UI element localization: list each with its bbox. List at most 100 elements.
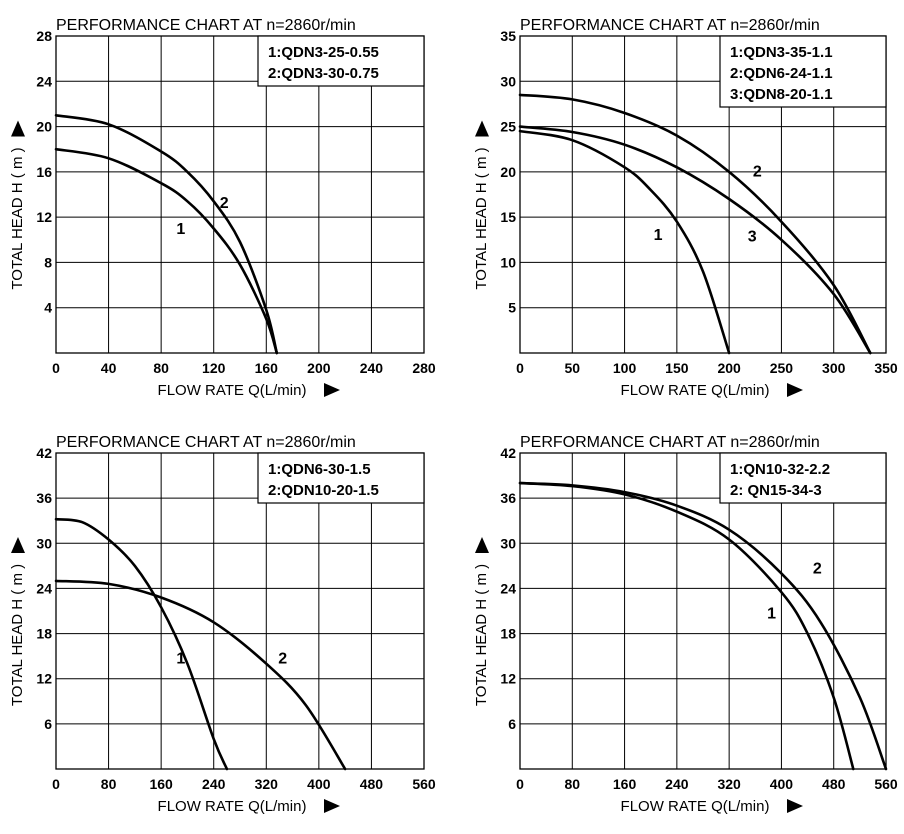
x-tick-label: 560 [874,776,898,792]
y-tick-label: 24 [500,580,516,596]
legend-box [257,35,425,87]
x-axis-arrow-icon [324,383,340,397]
y-tick-label: 18 [500,626,516,642]
x-tick-label: 80 [153,360,169,376]
chart-svg: PERFORMANCE CHART AT n=2860r/min 1:QDN3-3… [473,17,898,399]
x-tick-label: 150 [665,360,689,376]
y-tick-label: 20 [500,164,516,180]
x-tick-label: 0 [52,360,60,376]
x-tick-label: 560 [412,776,436,792]
legend-entry: 2:QDN6-24-1.1 [730,65,833,82]
y-tick-label: 36 [36,490,52,506]
y-tick-label: 24 [36,580,52,596]
x-axis-arrow-icon [787,383,803,397]
performance-curve-2 [54,114,279,355]
y-tick-label: 16 [36,164,52,180]
x-axis-label: FLOW RATE Q(L/min) [158,382,307,399]
chart-title: PERFORMANCE CHART AT n=2860r/min [56,434,356,451]
y-tick-label: 25 [500,119,516,135]
x-tick-label: 160 [613,776,637,792]
y-axis-label: TOTAL HEAD H ( m ) [9,564,26,706]
chart-svg: PERFORMANCE CHART AT n=2860r/min 1:QDN3-2… [9,17,436,399]
y-tick-label: 12 [500,671,516,687]
chart-title: PERFORMANCE CHART AT n=2860r/min [56,17,356,34]
curve-label: 2 [220,195,229,212]
y-tick-label: 10 [500,254,516,270]
y-axis-arrow-icon [11,120,25,137]
curve-label: 2 [753,163,762,180]
y-tick-label: 6 [44,716,52,732]
y-tick-label: 6 [508,716,516,732]
curve-label: 2 [813,560,822,577]
y-tick-label: 5 [508,300,516,316]
chart-title: PERFORMANCE CHART AT n=2860r/min [520,434,820,451]
y-axis-label: TOTAL HEAD H ( m ) [9,147,26,289]
curve-label: 1 [767,606,776,623]
x-axis-arrow-icon [324,799,340,813]
performance-curve-1 [518,129,731,355]
x-tick-label: 0 [52,776,60,792]
chart-svg: PERFORMANCE CHART AT n=2860r/min 1:QN10-3… [473,434,898,815]
legend-entry: 1:QDN3-35-1.1 [730,44,833,61]
x-tick-label: 320 [717,776,741,792]
x-tick-label: 350 [874,360,898,376]
y-axis-arrow-icon [475,120,489,137]
x-tick-label: 280 [412,360,436,376]
x-tick-label: 300 [822,360,846,376]
x-tick-label: 200 [717,360,741,376]
legend-entry: 1:QDN3-25-0.55 [268,44,379,61]
legend-box [257,452,425,504]
y-tick-label: 30 [36,535,52,551]
y-axis-arrow-icon [11,537,25,553]
x-tick-label: 480 [360,776,384,792]
x-tick-label: 160 [149,776,173,792]
plot-frame [519,452,887,770]
legend-entry: 3:QDN8-20-1.1 [730,86,833,103]
y-tick-label: 12 [36,209,52,225]
y-tick-label: 36 [500,490,516,506]
x-tick-label: 0 [516,360,524,376]
legend-entry: 1:QN10-32-2.2 [730,461,830,478]
curve-label: 1 [654,227,663,244]
x-tick-label: 200 [307,360,331,376]
chart-svg: PERFORMANCE CHART AT n=2860r/min 1:QDN6-3… [9,434,436,815]
plot-frame [55,452,425,770]
curve-label: 3 [748,229,757,246]
legend-entry: 1:QDN6-30-1.5 [268,461,371,478]
performance-curve-2 [518,481,888,771]
chart-title: PERFORMANCE CHART AT n=2860r/min [520,17,820,34]
x-tick-label: 400 [770,776,794,792]
x-tick-label: 240 [202,776,226,792]
performance-chart-qdn6-30-qdn10-20: PERFORMANCE CHART AT n=2860r/min 1:QDN6-3… [0,414,452,829]
performance-curve-2 [518,93,872,355]
plot-frame [55,35,425,354]
curve-label: 1 [176,221,185,238]
plot-frame [519,35,887,354]
x-tick-label: 80 [101,776,117,792]
curve-label: 2 [278,651,287,668]
y-tick-label: 12 [36,671,52,687]
x-tick-label: 240 [360,360,384,376]
legend-entry: 2: QN15-34-3 [730,482,822,499]
x-tick-label: 100 [613,360,637,376]
x-tick-label: 400 [307,776,331,792]
y-tick-label: 18 [36,626,52,642]
performance-curve-3 [518,125,872,355]
y-tick-label: 20 [36,119,52,135]
performance-curve-1 [518,481,855,771]
y-axis-label: TOTAL HEAD H ( m ) [473,147,490,289]
y-tick-label: 42 [36,445,52,461]
x-tick-label: 160 [255,360,279,376]
x-tick-label: 320 [255,776,279,792]
x-tick-label: 250 [770,360,794,376]
performance-curve-2 [54,579,347,771]
x-axis-label: FLOW RATE Q(L/min) [621,382,770,399]
legend-entry: 2:QDN3-30-0.75 [268,65,379,82]
performance-chart-qdn3-35-qdn6-qdn8: PERFORMANCE CHART AT n=2860r/min 1:QDN3-3… [452,0,904,414]
legend-box [719,35,887,108]
x-tick-label: 40 [101,360,117,376]
x-axis-arrow-icon [787,799,803,813]
y-axis-label: TOTAL HEAD H ( m ) [473,564,490,706]
y-tick-label: 8 [44,254,52,270]
x-tick-label: 50 [564,360,580,376]
